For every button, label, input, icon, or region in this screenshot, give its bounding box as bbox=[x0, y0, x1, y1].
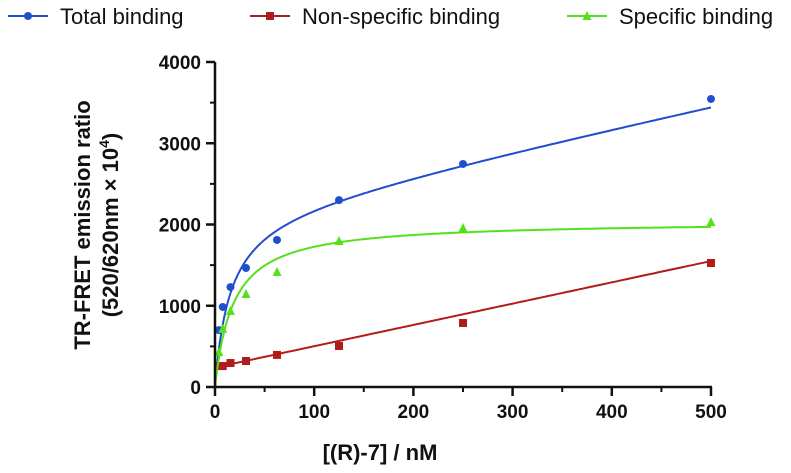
y-tick-label: 0 bbox=[190, 378, 201, 399]
data-point-triangle bbox=[706, 217, 716, 227]
y-tick-label: 3000 bbox=[159, 134, 201, 155]
data-point-triangle bbox=[218, 323, 228, 333]
data-point-square bbox=[218, 362, 227, 371]
data-point-triangle bbox=[214, 347, 224, 357]
legend-label: Total binding bbox=[60, 4, 184, 29]
data-point-square bbox=[707, 259, 715, 268]
y-tick-label: 4000 bbox=[159, 53, 201, 74]
y-tick-label: 2000 bbox=[159, 216, 201, 237]
data-point-circle bbox=[707, 94, 715, 103]
data-point-circle bbox=[242, 263, 250, 272]
data-point-square bbox=[459, 318, 467, 327]
data-point-triangle bbox=[241, 288, 251, 298]
data-point-triangle bbox=[225, 306, 235, 316]
data-point-triangle bbox=[582, 11, 592, 20]
x-tick-label: 200 bbox=[398, 402, 430, 423]
data-point-circle bbox=[218, 302, 227, 311]
x-tick-label: 0 bbox=[210, 402, 221, 423]
data-point-triangle bbox=[458, 222, 468, 232]
data-point-circle bbox=[24, 12, 32, 20]
fit-curve-specific-binding bbox=[214, 225, 711, 387]
y-axis-label-line1: TR-FRET emission ratio bbox=[70, 100, 95, 349]
fit-curve-non-specific-binding bbox=[214, 260, 712, 369]
legend: Total binding Non-specific binding Specifi… bbox=[8, 4, 773, 29]
data-point-triangle bbox=[334, 235, 344, 245]
x-tick-label: 500 bbox=[695, 402, 727, 423]
x-tick-label: 100 bbox=[298, 402, 330, 423]
data-point-circle bbox=[273, 235, 281, 244]
data-point-triangle bbox=[272, 267, 282, 277]
legend-label: Non-specific binding bbox=[302, 4, 500, 29]
data-point-square bbox=[273, 350, 281, 359]
data-point-square bbox=[242, 357, 250, 365]
data-point-square bbox=[226, 359, 235, 368]
data-point-square bbox=[266, 12, 274, 20]
x-axis-label: [(R)-7] / nM bbox=[323, 440, 438, 465]
y-tick-label: 1000 bbox=[159, 297, 201, 318]
data-point-circle bbox=[459, 159, 467, 168]
data-point-circle bbox=[226, 283, 235, 292]
y-axis-label: TR-FRET emission ratio (520/620nm × 104) bbox=[70, 100, 123, 349]
y-axis-label-line2: (520/620nm × 104) bbox=[96, 133, 123, 318]
x-tick-label: 400 bbox=[596, 402, 628, 423]
legend-label: Specific binding bbox=[619, 4, 773, 29]
fit-curve-total-binding bbox=[214, 106, 712, 387]
x-tick-label: 300 bbox=[497, 402, 529, 423]
data-point-circle bbox=[335, 196, 343, 205]
data-point-square bbox=[335, 341, 343, 350]
plot-area bbox=[214, 94, 716, 387]
axes: 0 1000 2000 3000 4000 0 100 200 300 400 500 bbox=[159, 53, 727, 423]
